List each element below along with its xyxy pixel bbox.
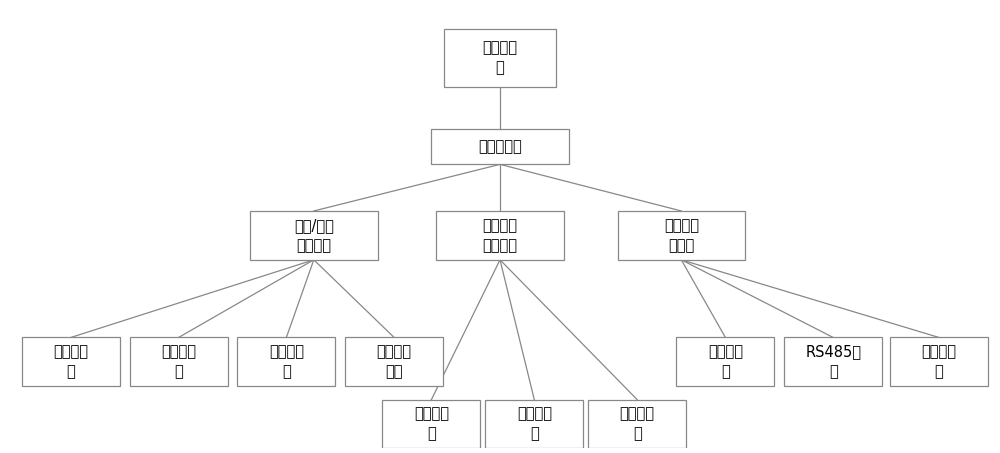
Bar (130, 337, 228, 386)
Text: 水压传感
器: 水压传感 器 (161, 344, 196, 379)
Text: 电控箱采
集系统: 电控箱采 集系统 (664, 218, 699, 253)
Bar (676, 337, 774, 386)
Bar (436, 211, 564, 260)
Bar (237, 337, 335, 386)
Text: 温度传感
器: 温度传感 器 (708, 344, 743, 379)
Text: 管路检测
采集系统: 管路检测 采集系统 (482, 218, 518, 253)
Text: 压力传感
器: 压力传感 器 (620, 407, 655, 442)
Bar (22, 337, 120, 386)
Text: 振动传感
器: 振动传感 器 (269, 344, 304, 379)
Text: 三相电传
感器: 三相电传 感器 (377, 344, 412, 379)
Bar (890, 337, 988, 386)
Text: 温度传感
器: 温度传感 器 (414, 407, 449, 442)
Bar (618, 211, 745, 260)
Text: 流量传感
器: 流量传感 器 (517, 407, 552, 442)
Text: 可视化系
统: 可视化系 统 (482, 40, 518, 75)
Bar (588, 400, 686, 448)
Text: RS485芯
片: RS485芯 片 (805, 344, 861, 379)
Bar (444, 29, 556, 87)
Text: 主机/水泵
采集系统: 主机/水泵 采集系统 (294, 218, 334, 253)
Text: 温度传感
器: 温度传感 器 (53, 344, 88, 379)
Bar (431, 129, 569, 164)
Bar (345, 337, 443, 386)
Text: 云控制中心: 云控制中心 (478, 139, 522, 154)
Bar (784, 337, 882, 386)
Text: 状态监控
器: 状态监控 器 (922, 344, 957, 379)
Bar (382, 400, 480, 448)
Bar (250, 211, 378, 260)
Bar (485, 400, 583, 448)
